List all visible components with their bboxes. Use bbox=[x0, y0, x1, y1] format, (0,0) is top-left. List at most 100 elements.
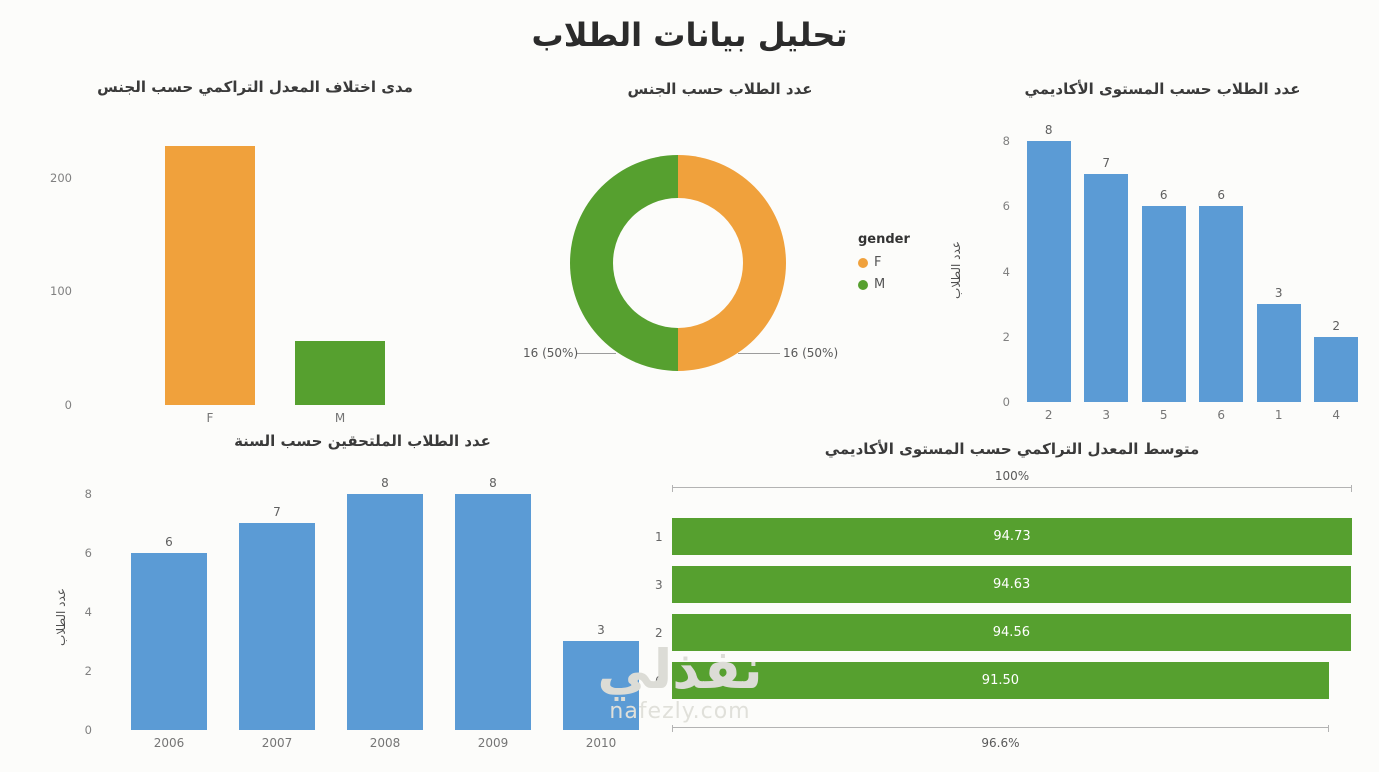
plot-area: 8 7 6 6 3 2 bbox=[1020, 123, 1365, 402]
bar-4[interactable] bbox=[1314, 336, 1359, 402]
hbar-row: 6 91.50 bbox=[655, 662, 1352, 699]
hbar-row: 2 94.56 bbox=[655, 614, 1352, 651]
bar-2007[interactable] bbox=[239, 523, 315, 730]
bar-column: 8 bbox=[439, 476, 547, 730]
x-category-label: 6 bbox=[1217, 408, 1226, 422]
y-tick-label: 0 bbox=[84, 723, 92, 737]
hbar-track: 91.50 bbox=[672, 662, 1352, 699]
bar-column: 6 bbox=[1193, 128, 1251, 402]
axis-max-label: 100% bbox=[994, 469, 1030, 483]
bar-M[interactable] bbox=[295, 341, 385, 405]
donut-legend: gender F M bbox=[858, 232, 910, 299]
chart-title: مدى اختلاف المعدل التراكمي حسب الجنس bbox=[97, 78, 413, 96]
y-axis: 0 2 4 6 8 bbox=[60, 482, 100, 737]
legend-item-m[interactable]: M bbox=[858, 277, 910, 292]
bar-column: 3 bbox=[1250, 128, 1308, 402]
bar-6[interactable] bbox=[1199, 206, 1244, 402]
y-tick-label: 0 bbox=[64, 398, 72, 412]
bar-value-label: 6 bbox=[1217, 188, 1226, 203]
chart-title: عدد الطلاب حسب الجنس bbox=[627, 80, 813, 98]
x-category-label: 4 bbox=[1332, 408, 1341, 422]
legend-title: gender bbox=[858, 232, 910, 247]
y-axis: 0 2 4 6 8 bbox=[988, 128, 1018, 409]
bar-column: 6 bbox=[115, 482, 223, 730]
y-tick-label: 8 bbox=[1002, 134, 1010, 149]
bar-value-label: 7 bbox=[273, 505, 281, 520]
x-axis: 2006 2007 2008 2009 2010 bbox=[115, 730, 655, 752]
hbar-row: 1 94.73 bbox=[655, 518, 1352, 555]
bar-level-2[interactable]: 94.56 bbox=[672, 614, 1351, 651]
y-axis-title: عدد الطلاب bbox=[949, 241, 963, 299]
panel-avg-gpa-by-level: متوسط المعدل التراكمي حسب المستوى الأكاد… bbox=[650, 430, 1374, 765]
plot-area: 6 7 8 8 3 bbox=[115, 476, 655, 730]
hbar-category-label: 2 bbox=[655, 625, 663, 640]
bar-1[interactable] bbox=[1256, 304, 1301, 402]
hbar-category-label: 6 bbox=[655, 673, 663, 688]
hbar-row: 3 94.63 bbox=[655, 566, 1352, 603]
x-category-label: 2007 bbox=[261, 736, 293, 750]
y-tick-label: 8 bbox=[84, 486, 92, 501]
hbar-track: 94.56 bbox=[672, 614, 1352, 651]
bar-2006[interactable] bbox=[131, 552, 207, 730]
y-tick-label: 2 bbox=[84, 663, 92, 678]
x-category-label: 2009 bbox=[477, 736, 509, 750]
y-tick-label: 6 bbox=[84, 545, 92, 560]
chart-title: عدد الطلاب الملتحقين حسب السنة bbox=[234, 432, 491, 450]
bar-2010[interactable] bbox=[563, 641, 639, 730]
y-tick-label: 6 bbox=[1002, 199, 1010, 214]
year-bar-chart: 0 2 4 6 8 6 7 8 8 3 2006 2007 2008 2009 2010 bbox=[60, 476, 665, 752]
bar-2008[interactable] bbox=[347, 493, 423, 730]
x-category-label: 2 bbox=[1044, 408, 1053, 422]
bar-5[interactable] bbox=[1141, 206, 1186, 402]
bar-column: 6 bbox=[1135, 128, 1193, 402]
axis-min-label: 96.6% bbox=[981, 736, 1020, 750]
x-category-label: 2010 bbox=[585, 736, 617, 750]
chart-title: متوسط المعدل التراكمي حسب المستوى الأكاد… bbox=[824, 440, 1200, 458]
page-title: تحليل بيانات الطلاب bbox=[531, 16, 848, 54]
y-tick-label: 200 bbox=[50, 170, 72, 185]
bar-F[interactable] bbox=[165, 145, 255, 405]
y-tick-label: 100 bbox=[50, 284, 72, 299]
bar-value-label: 8 bbox=[489, 475, 497, 490]
y-tick-label: 2 bbox=[1002, 329, 1010, 344]
bar-column bbox=[275, 132, 405, 405]
x-category-label: 2006 bbox=[153, 736, 185, 750]
bar-value-label: 7 bbox=[1102, 155, 1111, 170]
legend-label-f: F bbox=[874, 255, 882, 270]
bar-3[interactable] bbox=[1084, 173, 1129, 402]
bar-level-3[interactable]: 94.63 bbox=[672, 566, 1352, 603]
bar-value-label: 3 bbox=[1274, 286, 1283, 301]
bar-value-label: 2 bbox=[1332, 318, 1341, 333]
level-bar-chart: 0 2 4 6 8 8 7 6 6 3 2 2 3 5 6 1 4 bbox=[988, 123, 1367, 424]
x-category-label: 3 bbox=[1102, 408, 1111, 422]
bar-column: 8 bbox=[331, 476, 439, 730]
bar-value-label: 3 bbox=[597, 623, 605, 638]
avg-gpa-hbar-chart: 100% 1 94.73 3 94.63 2 94.56 6 91.50 96.6% bbox=[650, 430, 1374, 765]
y-axis: 0 100 200 bbox=[35, 132, 80, 413]
bar-level-1[interactable]: 94.73 bbox=[672, 518, 1352, 555]
bar-column: 7 bbox=[1078, 128, 1136, 402]
axis-ruler-top: 100% bbox=[672, 469, 1352, 492]
x-category-label: 2008 bbox=[369, 736, 401, 750]
plot-area bbox=[145, 132, 405, 405]
bar-level-6[interactable]: 91.50 bbox=[672, 662, 1329, 699]
x-category-label: 1 bbox=[1274, 408, 1283, 422]
chart-title: عدد الطلاب حسب المستوى الأكاديمي bbox=[1024, 80, 1301, 98]
donut-hole bbox=[613, 198, 743, 328]
hbar-track: 94.73 bbox=[672, 518, 1352, 555]
donut-callout-f: 16 (50%) bbox=[783, 346, 839, 360]
bar-2009[interactable] bbox=[455, 493, 531, 730]
legend-swatch-m bbox=[858, 279, 868, 290]
bar-value-label: 6 bbox=[1159, 188, 1168, 203]
bar-2[interactable] bbox=[1026, 141, 1071, 402]
legend-item-f[interactable]: F bbox=[858, 255, 910, 270]
bar-column bbox=[145, 132, 275, 405]
bar-value-label: 8 bbox=[381, 475, 389, 490]
donut-callout-m: 16 (50%) bbox=[523, 346, 579, 360]
bar-value-label: 8 bbox=[1044, 123, 1053, 138]
legend-swatch-f bbox=[858, 257, 868, 268]
y-tick-label: 0 bbox=[1002, 395, 1010, 409]
legend-label-m: M bbox=[874, 277, 886, 292]
